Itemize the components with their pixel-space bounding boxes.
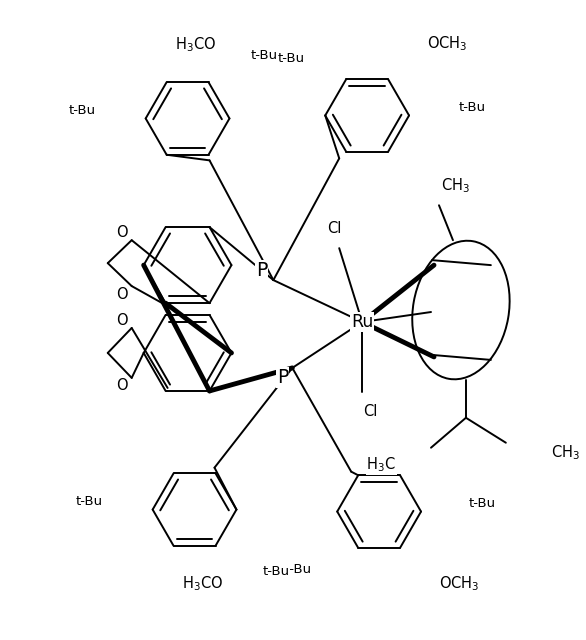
Text: t-Bu: t-Bu [284, 563, 312, 576]
Text: Cl: Cl [327, 221, 342, 236]
Text: H$_3$C: H$_3$C [366, 455, 396, 474]
Text: t-Bu: t-Bu [459, 101, 486, 114]
Text: H$_3$CO: H$_3$CO [175, 35, 216, 54]
Text: t-Bu: t-Bu [69, 104, 96, 117]
Text: P: P [277, 369, 288, 387]
Text: P: P [255, 260, 267, 280]
Text: O: O [116, 225, 128, 240]
Text: Ru: Ru [351, 313, 373, 331]
Text: t-Bu: t-Bu [250, 49, 277, 62]
Text: t-Bu: t-Bu [469, 497, 496, 510]
Text: O: O [116, 312, 128, 328]
Text: t-Bu: t-Bu [262, 565, 289, 578]
Text: OCH$_3$: OCH$_3$ [427, 35, 468, 53]
Text: t-Bu: t-Bu [76, 495, 103, 508]
Text: CH$_3$: CH$_3$ [551, 444, 580, 462]
Text: H$_3$CO: H$_3$CO [182, 574, 223, 593]
Text: t-Bu: t-Bu [277, 52, 305, 65]
Text: O: O [116, 378, 128, 394]
Text: O: O [116, 287, 128, 301]
Text: Cl: Cl [363, 404, 377, 419]
Text: CH$_3$: CH$_3$ [441, 176, 471, 195]
Text: OCH$_3$: OCH$_3$ [439, 574, 479, 593]
